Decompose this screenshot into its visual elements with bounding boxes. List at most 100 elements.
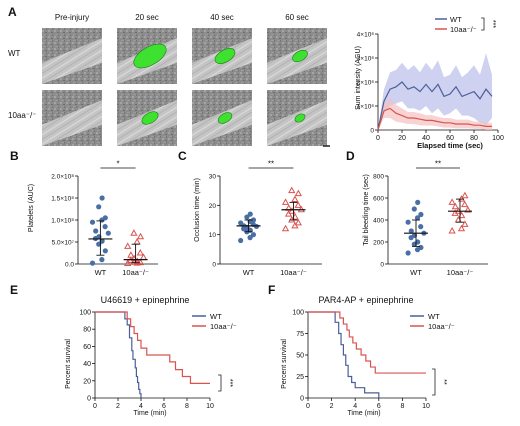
y-axis-label: Occlusion time (min) xyxy=(194,178,201,242)
data-point xyxy=(411,206,417,212)
data-point xyxy=(418,211,424,218)
y-tick-label: 75 xyxy=(296,331,304,338)
data-point xyxy=(127,251,135,258)
significance-marker: ** xyxy=(268,160,274,169)
x-tick-label: 6 xyxy=(377,403,381,410)
category-label: WT xyxy=(95,268,107,277)
micrograph-cell xyxy=(267,90,327,146)
panel-e-survival-chart: U46619 + epinephrine Percent survival Ti… xyxy=(65,295,237,417)
x-tick-label: 80 xyxy=(470,135,478,142)
y-tick-label: 0.0 xyxy=(65,262,74,269)
y-tick-label: 100 xyxy=(79,310,91,317)
y-tick-label: 30 xyxy=(209,174,217,181)
data-point xyxy=(448,226,456,234)
survival-curve-10aa xyxy=(308,311,426,374)
survival-curve-wt xyxy=(308,311,380,398)
data-point xyxy=(418,224,424,230)
data-point xyxy=(457,195,466,202)
data-point xyxy=(238,237,244,244)
x-tick-label: 8 xyxy=(400,403,404,410)
data-point xyxy=(124,242,132,249)
panel-c-occlusion-dotplot: Occlusion time (min) 0 10 20 30 WT 10aa⁻/⁻ ** xyxy=(194,160,322,277)
panel-b-platelets-dotplot: Platelets (AUC) 0.0 5.0×10⁷ 1.0×10⁸ 1.5×10⁸… xyxy=(28,160,158,277)
data-point xyxy=(405,219,411,225)
y-axis-label: Percent survival xyxy=(65,339,72,389)
chart-title: PAR4-AP + epinephrine xyxy=(319,295,414,305)
y-tick-label: 0 xyxy=(87,396,91,403)
significance-bracket xyxy=(218,374,222,392)
data-point xyxy=(247,211,253,217)
y-tick-label: 5.0×10⁷ xyxy=(52,240,75,247)
x-tick-label: 0 xyxy=(306,403,310,410)
chart-title: U46619 + epinephrine xyxy=(101,295,190,305)
micrograph-cell xyxy=(42,28,102,84)
x-tick-label: 0 xyxy=(93,403,97,410)
micrograph-cell xyxy=(117,90,177,146)
survival-curve-10aa xyxy=(95,311,210,384)
data-point xyxy=(415,199,421,205)
data-point xyxy=(247,235,253,241)
data-point xyxy=(96,204,102,210)
data-point xyxy=(89,219,96,225)
x-tick-label: 2 xyxy=(330,403,334,410)
x-axis-label: Time (min) xyxy=(133,410,166,417)
micrograph-cell xyxy=(267,28,327,84)
error-band-10aa xyxy=(378,98,492,130)
panel-label-c: C xyxy=(178,149,187,163)
error-band-wt xyxy=(378,53,492,131)
x-tick-label: 0 xyxy=(376,135,380,142)
data-point xyxy=(281,198,290,205)
y-tick-label: 600 xyxy=(373,196,384,203)
intravital-micrograph-grid: Pre-injury 20 sec 40 sec 60 sec WT 10aa⁻… xyxy=(8,13,330,147)
y-axis-label: Platelets (AUC) xyxy=(28,184,35,232)
x-tick-label: 10 xyxy=(206,403,214,410)
data-point xyxy=(457,224,466,232)
significance-bracket xyxy=(432,368,436,396)
data-point xyxy=(414,215,421,221)
significance-marker: * xyxy=(116,160,119,169)
y-tick-label: 1.5×10⁸ xyxy=(51,196,74,203)
micrograph-column-label: 40 sec xyxy=(210,13,234,22)
significance-marker: *** xyxy=(489,20,496,28)
data-point xyxy=(408,228,414,234)
micrograph-column-label: Pre-injury xyxy=(55,13,89,22)
data-point xyxy=(461,191,469,199)
y-tick-label: 800 xyxy=(373,174,384,181)
data-point xyxy=(124,259,132,267)
data-point xyxy=(288,186,296,194)
data-point xyxy=(99,257,105,263)
data-point xyxy=(102,215,108,221)
y-tick-label: 1×10⁶ xyxy=(357,104,375,111)
y-tick-label: 400 xyxy=(373,218,384,225)
data-point xyxy=(294,189,302,197)
x-axis-label: Elapsed time (sec) xyxy=(417,141,483,150)
data-point xyxy=(238,220,244,226)
panel-label-e: E xyxy=(10,283,18,297)
data-point xyxy=(250,217,257,223)
micrograph-row-label: 10aa⁻/⁻ xyxy=(8,111,36,120)
series-line-wt xyxy=(377,81,493,131)
thrombus-fluorescence xyxy=(294,113,306,123)
y-tick-label: 25 xyxy=(296,374,304,381)
legend: WT 10aa⁻/⁻ *** xyxy=(435,15,496,34)
vessel-region xyxy=(267,100,327,146)
legend-label-wt: WT xyxy=(210,312,222,321)
survival-curve-wt xyxy=(95,311,142,398)
micrograph-cell xyxy=(192,28,252,84)
x-axis-label: Time (min) xyxy=(347,410,380,417)
vessel-region xyxy=(42,38,102,84)
y-tick-label: 4×10⁶ xyxy=(357,32,375,39)
x-tick-label: 4 xyxy=(139,403,143,410)
data-point xyxy=(418,244,424,251)
data-point xyxy=(405,250,411,256)
x-tick-label: 20 xyxy=(398,135,406,142)
micrograph-column-label: 60 sec xyxy=(285,13,309,22)
y-tick-label: 200 xyxy=(373,240,384,247)
y-tick-label: 10 xyxy=(209,232,217,239)
data-point xyxy=(451,202,459,210)
y-tick-label: 0 xyxy=(380,262,384,269)
x-tick-label: 8 xyxy=(185,403,189,410)
category-label: 10aa⁻/⁻ xyxy=(447,268,474,277)
category-label: WT xyxy=(410,268,422,277)
x-tick-label: 40 xyxy=(422,135,430,142)
